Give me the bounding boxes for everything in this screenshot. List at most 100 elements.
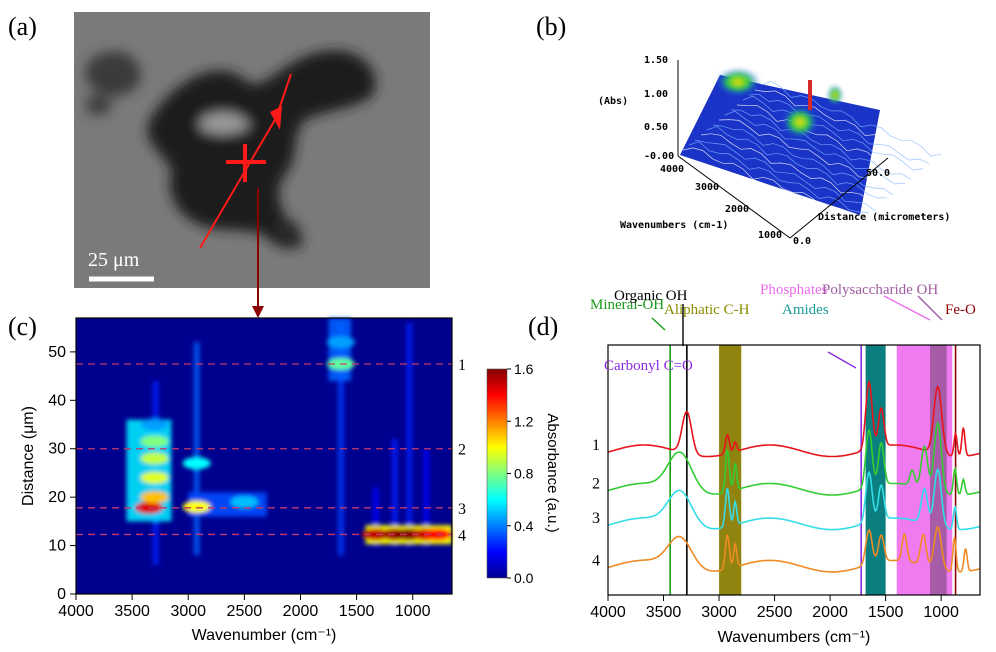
heatmap-x-axis-label: Wavenumber (cm⁻¹) bbox=[192, 627, 337, 644]
surface-x-tick-label: 3000 bbox=[695, 182, 719, 193]
surface-plot: 1.50 1.00 0.50 -0.00 4000 3000 2000 1000 0.0 50.0… bbox=[598, 55, 950, 247]
colorbar-tick-label: 0.0 bbox=[514, 570, 534, 586]
panel-d-label: (d) bbox=[528, 312, 559, 341]
spectrum-label: 2 bbox=[592, 475, 600, 492]
heatmap-y-tick-label: 10 bbox=[48, 538, 66, 555]
spectra-x-tick-label: 1500 bbox=[868, 604, 904, 621]
spectrum-line bbox=[607, 467, 980, 531]
surface-y-tick-label: 0.0 bbox=[793, 236, 811, 247]
band-label-pointer bbox=[827, 351, 857, 369]
heatmap-y-tick-label: 40 bbox=[48, 392, 66, 409]
heatmap-x-tick-label: 4000 bbox=[58, 603, 94, 620]
profile-line-label: 4 bbox=[458, 527, 466, 544]
colorbar-label: Absorbance (a.u.) bbox=[544, 413, 561, 532]
spectra-x-tick-label: 2500 bbox=[757, 604, 793, 621]
heatmap-x-tick-label: 1000 bbox=[395, 603, 431, 620]
panel-b-label: (b) bbox=[536, 12, 567, 41]
surface-z-axis-label: (Abs) bbox=[598, 96, 628, 107]
surface-spectrum-line bbox=[682, 147, 864, 223]
surface-x-tick-label: 1000 bbox=[758, 230, 782, 241]
heatmap-x-tick-label: 3000 bbox=[170, 603, 206, 620]
surface-z-tick-label: -0.00 bbox=[644, 151, 674, 162]
surface-spectrum-line bbox=[754, 89, 936, 166]
band-label: Mineral-OH bbox=[590, 297, 664, 313]
spectrum-line bbox=[607, 379, 980, 458]
surface-spectrum-line bbox=[742, 95, 924, 171]
profile-line-label: 1 bbox=[458, 357, 466, 374]
scan-direction-arrowhead bbox=[270, 106, 282, 130]
band-label: Organic OH bbox=[614, 288, 688, 304]
spectrum-label: 1 bbox=[592, 437, 600, 454]
colorbar-tick-label: 1.6 bbox=[514, 361, 534, 377]
surface-z-tick-label: 1.50 bbox=[644, 55, 668, 66]
panel-a-label: (a) bbox=[8, 12, 37, 41]
heatmap-streak bbox=[337, 322, 344, 556]
surface-axes bbox=[677, 60, 889, 239]
surface-peak-oh bbox=[716, 68, 760, 96]
colorbar-tick-label: 0.8 bbox=[514, 466, 534, 482]
surface-spectrum-line bbox=[736, 104, 918, 181]
surface-spectrum-line bbox=[724, 110, 906, 185]
spectra-x-tick-label: 3500 bbox=[646, 604, 682, 621]
band-label-pointer bbox=[651, 317, 666, 331]
spectra-x-tick-label: 4000 bbox=[590, 604, 626, 621]
profile-line-label: 2 bbox=[458, 442, 466, 459]
surface-z-tick-label: 1.00 bbox=[644, 89, 668, 100]
heatmap-hotspot bbox=[182, 457, 211, 470]
connector-arrow bbox=[252, 188, 264, 318]
panel-c-label: (c) bbox=[8, 312, 37, 341]
heatmap-hotspot bbox=[140, 471, 169, 484]
spectra-x-tick-label: 2000 bbox=[812, 604, 848, 621]
band-label-pointer bbox=[917, 295, 943, 321]
spectra-panel: 1 2 3 4 4000 3500 3000 2500 2000 1500 1000 Wavenum… bbox=[590, 282, 981, 646]
heatmap-x-tick-label: 1500 bbox=[339, 603, 375, 620]
band-label: Polysaccharide OH bbox=[822, 282, 938, 298]
band-label: Carbonyl C=O bbox=[604, 358, 693, 374]
surface-spectrum-line bbox=[760, 81, 942, 157]
band-label: Fe-O bbox=[945, 302, 976, 318]
heatmap-hotspot bbox=[326, 336, 355, 349]
surface-spectrum-line bbox=[706, 125, 888, 199]
surface-x-tick-label: 2000 bbox=[725, 204, 749, 215]
colorbar-tick-label: 1.2 bbox=[514, 413, 534, 429]
microscope-image: 25 μm bbox=[74, 12, 430, 288]
heatmap-panel: 1 2 3 4 4000 3500 3000 2500 2000 1500 1000 0 10 20 30… bbox=[20, 317, 561, 644]
surface-x-tick-label: 4000 bbox=[660, 164, 684, 175]
particle-aggregate bbox=[85, 50, 376, 249]
colorbar bbox=[487, 369, 507, 578]
heatmap-streak bbox=[372, 487, 379, 546]
heatmap-y-tick-label: 20 bbox=[48, 489, 66, 506]
spectrum-label: 4 bbox=[592, 552, 600, 569]
spectra-x-axis-label: Wavenumbers (cm⁻¹) bbox=[718, 629, 871, 646]
heatmap-y-axis-label: Distance (μm) bbox=[20, 406, 37, 506]
surface-y-axis-label: Distance (micrometers) bbox=[818, 211, 950, 223]
scale-bar-label: 25 μm bbox=[88, 249, 140, 271]
heatmap-hotspot bbox=[182, 500, 211, 513]
measurement-cross bbox=[226, 144, 266, 182]
band-label: Phosphates bbox=[760, 282, 828, 298]
heatmap-streak bbox=[391, 439, 398, 546]
surface-peak-amide bbox=[827, 85, 843, 105]
heatmap-y-tick-label: 0 bbox=[57, 586, 66, 603]
surface-spike bbox=[808, 80, 812, 110]
spectra-x-tick-label: 3000 bbox=[701, 604, 737, 621]
surface-spectrum-line bbox=[700, 133, 882, 209]
spectrum-line bbox=[607, 525, 980, 573]
heatmap-y-tick-label: 30 bbox=[48, 441, 66, 458]
spectrum-line bbox=[607, 421, 980, 496]
band-label: Amides bbox=[782, 302, 829, 318]
surface-spectrum-line bbox=[748, 93, 930, 164]
profile-line-label: 3 bbox=[458, 501, 466, 518]
heatmap-x-tick-label: 3500 bbox=[114, 603, 150, 620]
heatmap-y-tick-label: 50 bbox=[48, 344, 66, 361]
heatmap-hotspot bbox=[230, 496, 259, 508]
heatmap-x-tick-label: 2500 bbox=[227, 603, 263, 620]
heatmap-streak bbox=[406, 322, 413, 546]
heatmap-hotspot bbox=[140, 452, 169, 465]
surface-spectrum-line bbox=[718, 119, 900, 195]
heatmap-streak bbox=[423, 448, 430, 546]
surface-spectrum-line bbox=[730, 109, 912, 180]
heatmap-x-tick-label: 2000 bbox=[283, 603, 319, 620]
scan-line bbox=[199, 73, 292, 249]
